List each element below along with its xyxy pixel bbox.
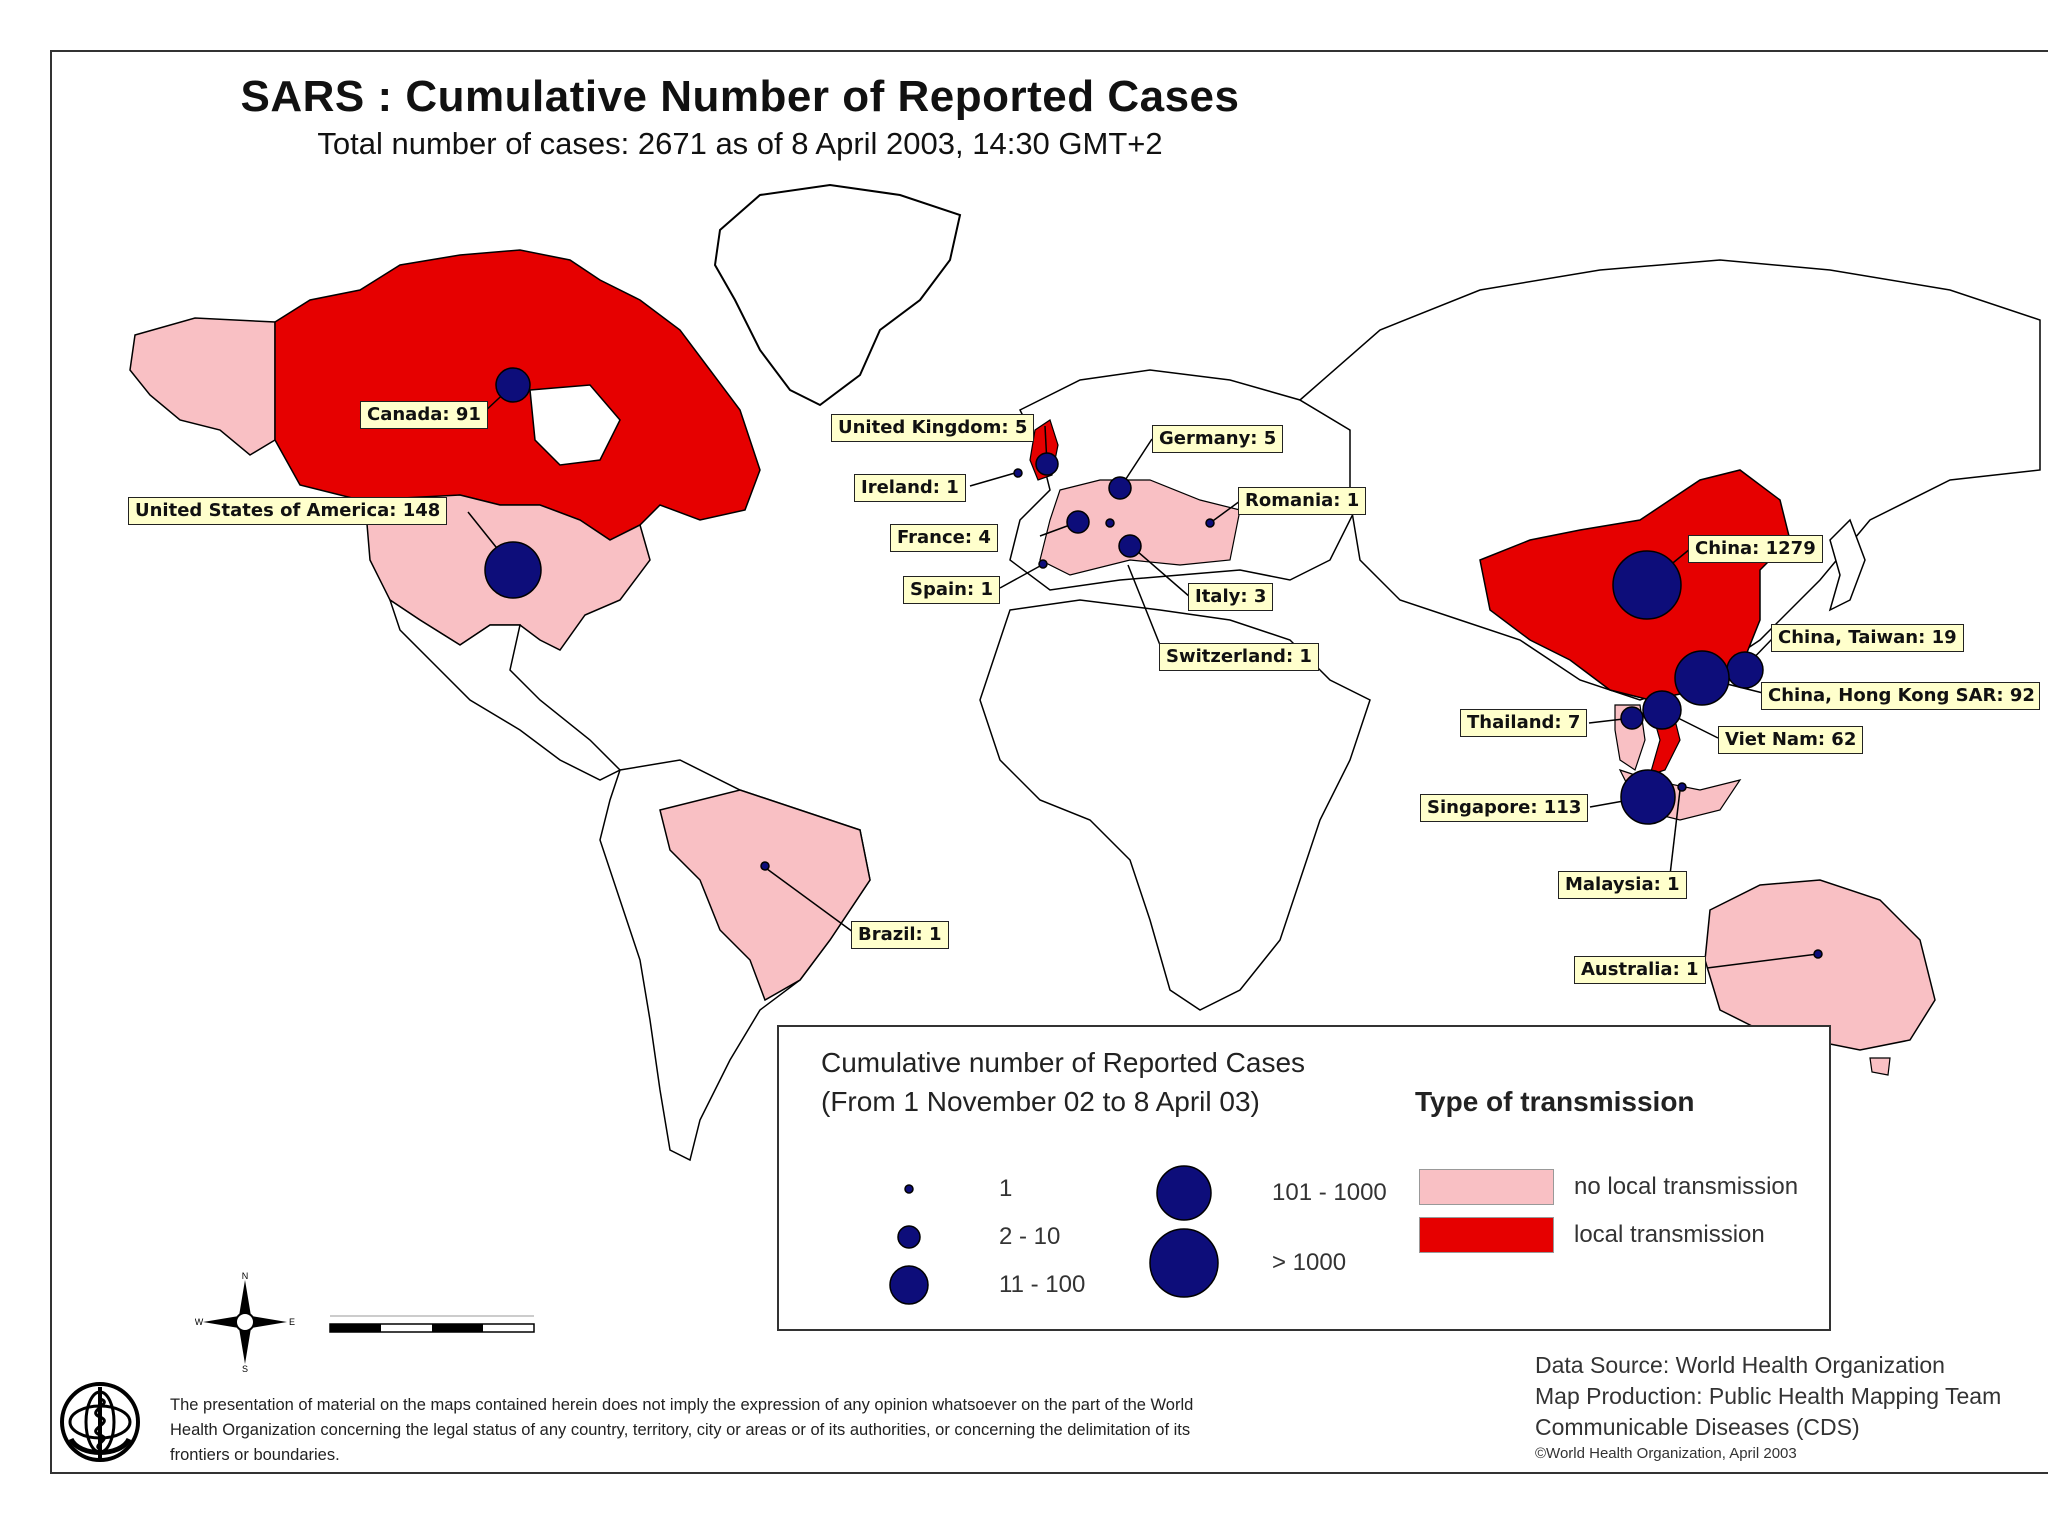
legend-bubble-2-10 [897,1225,921,1249]
compass-n: N [242,1272,249,1281]
bubble-vietnam [1642,690,1682,730]
label-australia: Australia: 1 [1574,956,1706,984]
landmass-greenland [713,183,962,407]
compass-w: W [195,1317,204,1327]
legend-bubble-gt-1000 [1149,1228,1219,1298]
legend-swatch-local [1419,1217,1554,1253]
legend-size-101-1000: 101 - 1000 [1272,1179,1387,1206]
bubble-hongkong [1674,650,1730,706]
label-malaysia: Malaysia: 1 [1558,871,1687,899]
label-china: China: 1279 [1688,535,1823,563]
credit-copyright: ©World Health Organization, April 2003 [1535,1445,1797,1462]
landmass-alaska [129,317,276,456]
compass-e: E [289,1317,295,1327]
legend-bubble-11-100 [889,1265,929,1305]
scale-bar [329,1315,535,1333]
label-thailand: Thailand: 7 [1460,709,1588,737]
label-spain: Spain: 1 [903,576,1000,604]
bubble-australia [1813,949,1823,959]
label-italy: Italy: 3 [1188,583,1274,611]
bubble-romania [1205,518,1215,528]
legend-local-label: local transmission [1574,1221,1765,1248]
legend-size-symbols [889,1165,1219,1305]
bubble-singapore [1620,769,1676,825]
label-romania: Romania: 1 [1238,487,1367,515]
bubble-france [1066,510,1090,534]
bubble-taiwan [1726,651,1764,689]
compass-rose-icon: N S W E [195,1272,295,1372]
bubble-switzerland [1105,518,1115,528]
country-brazil [659,789,871,1002]
label-germany: Germany: 5 [1152,425,1284,453]
bubble-spain [1038,559,1048,569]
bubble-brazil [760,861,770,871]
legend-size-gt-1000: > 1000 [1272,1249,1347,1276]
region-europe-no-local [1039,479,1241,576]
landmass-africa [979,599,1371,1011]
legend-transmission-title: Type of transmission [1415,1086,1695,1117]
label-ireland: Ireland: 1 [854,474,966,502]
disclaimer-text: The presentation of material on the maps… [170,1396,1194,1464]
bubble-thailand [1620,706,1644,730]
landmass-mexico [388,598,622,781]
hudson-bay [529,384,621,466]
landmass-japan [1828,518,1866,612]
legend-size-1: 1 [999,1175,1013,1202]
label-uk: United Kingdom: 5 [831,414,1035,442]
credit-dept: Communicable Diseases (CDS) [1535,1414,1860,1440]
who-logo-icon [60,1382,140,1462]
label-usa: United States of America: 148 [128,497,448,525]
credits-block: Data Source: World Health Organization M… [1535,1350,2001,1465]
bubble-china [1612,550,1682,620]
country-australia [1704,879,1936,1051]
legend-bubble-1 [904,1184,914,1194]
bubble-germany [1108,476,1132,500]
legend-title-line2: (From 1 November 02 to 8 April 03) [821,1086,1260,1117]
landmass-tasmania [1869,1057,1891,1076]
label-canada: Canada: 91 [360,401,488,429]
legend-swatch-no-local [1419,1169,1554,1205]
credit-production: Map Production: Public Health Mapping Te… [1535,1383,2002,1409]
label-brazil: Brazil: 1 [851,921,949,949]
legend-box: Cumulative number of Reported Cases (Fro… [777,1025,1831,1331]
label-singapore: Singapore: 113 [1420,794,1589,822]
landmass-asia [1298,259,2041,701]
map-subtitle: Total number of cases: 2671 as of 8 Apri… [317,126,1163,161]
bubble-uk [1035,452,1059,476]
bubble-canada [495,367,531,403]
bubble-malaysia [1677,782,1687,792]
map-title: SARS : Cumulative Number of Reported Cas… [240,72,1240,121]
legend-size-11-100: 11 - 100 [999,1271,1086,1298]
label-switzerland: Switzerland: 1 [1159,643,1319,671]
legend-size-2-10: 2 - 10 [999,1223,1061,1250]
label-vietnam: Viet Nam: 62 [1718,726,1864,754]
legend-bubble-101-1000 [1156,1165,1212,1221]
legend-no-local-label: no local transmission [1574,1173,1799,1200]
legend-title-line1: Cumulative number of Reported Cases [821,1047,1306,1078]
bubble-usa [484,541,542,599]
compass-s: S [242,1364,248,1372]
bubble-italy [1118,534,1142,558]
bubble-ireland [1013,468,1023,478]
label-taiwan: China, Taiwan: 19 [1771,624,1964,652]
label-france: France: 4 [890,524,998,552]
label-hongkong: China, Hong Kong SAR: 92 [1761,682,2040,710]
credit-source: Data Source: World Health Organization [1535,1352,1945,1378]
